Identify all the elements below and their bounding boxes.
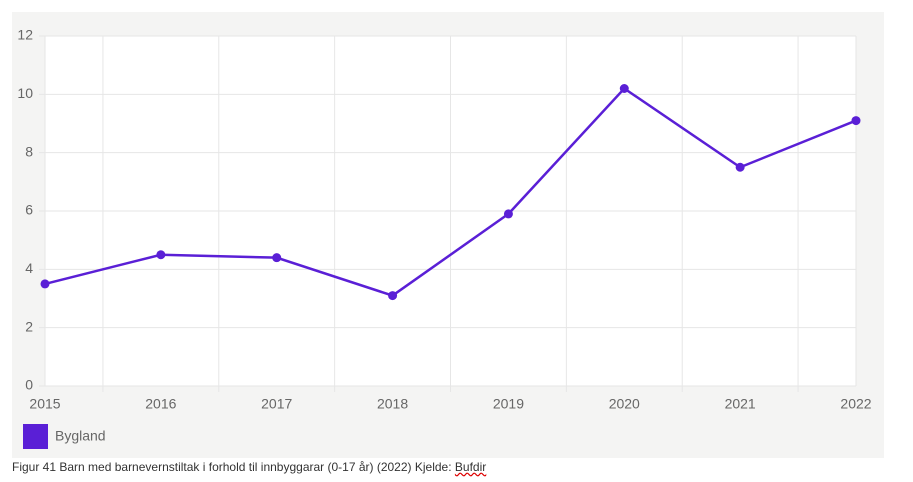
point [388,291,398,301]
x-tick-label: 2017 [261,396,292,412]
caption: Figur 41 Barn med barnevernstiltak i for… [12,460,486,474]
y-tick-label: 2 [25,318,33,334]
point [503,209,513,219]
legend-swatch [23,424,48,449]
line [44,86,857,297]
x-tick-label: 2021 [725,396,756,412]
y-tick-label: 10 [17,85,33,101]
point [851,116,861,126]
y-tick-label: 8 [25,143,33,159]
x-tick-label: 2022 [840,396,871,412]
x-tick-label: 2015 [29,396,60,412]
x-tick-label: 2016 [145,396,176,412]
y-tick-label: 12 [17,27,33,43]
y-tick-label: 0 [25,377,33,393]
point [619,84,629,93]
chart: 0 2 4 6 8 10 12 2015 2016 2017 2018 2019 2020 2021 202… [12,12,884,458]
legend-label: Bygland [55,428,106,444]
x-tick-label: 2019 [493,396,524,412]
y-tick-label: 4 [25,260,33,276]
x-tick-label: 2018 [377,396,408,412]
caption-source: Bufdir [454,460,487,474]
x-tick-label: 2020 [609,396,640,412]
point [272,253,282,263]
point [735,162,745,172]
point [40,279,50,289]
y-tick-label: 6 [25,202,33,218]
caption-text: Figur 41 Barn med barnevernstiltak i for… [12,460,452,474]
point [156,250,166,260]
